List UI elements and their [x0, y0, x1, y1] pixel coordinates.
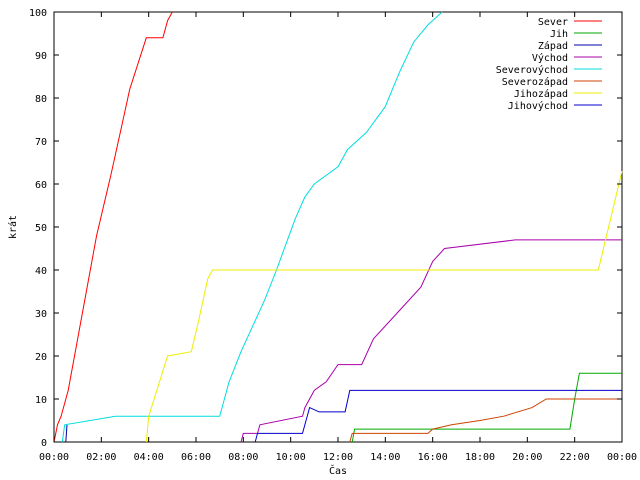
- legend-label: Jihovýchod: [508, 100, 568, 112]
- series-line-6: [349, 398, 622, 443]
- y-tick-label: 40: [35, 266, 47, 277]
- x-tick-label: 00:00: [607, 452, 637, 463]
- y-tick-label: 80: [35, 94, 47, 105]
- series-line-7: [145, 170, 623, 443]
- legend-label: Severozápad: [502, 76, 568, 88]
- x-tick-label: 04:00: [134, 452, 164, 463]
- y-tick-label: 70: [35, 137, 47, 148]
- x-tick-label: 20:00: [512, 452, 542, 463]
- x-tick-label: 16:00: [418, 452, 448, 463]
- x-tick-label: 06:00: [181, 452, 211, 463]
- y-tick-label: 100: [29, 8, 47, 19]
- x-axis-title: Čas: [329, 464, 347, 477]
- y-axis-title: krát: [7, 215, 19, 239]
- legend: SeverJihZápadVýchodSeverovýchodSeverozáp…: [496, 17, 602, 112]
- legend-label: Východ: [532, 52, 568, 64]
- x-tick-label: 14:00: [370, 452, 400, 463]
- series-line-5: [61, 11, 443, 443]
- x-tick-label: 02:00: [86, 452, 116, 463]
- series-line-8: [254, 389, 622, 443]
- y-tick-label: 30: [35, 309, 47, 320]
- x-tick-label: 18:00: [465, 452, 495, 463]
- x-tick-label: 12:00: [323, 452, 353, 463]
- y-tick-label: 20: [35, 352, 47, 363]
- legend-label: Sever: [538, 17, 568, 28]
- x-tick-label: 00:00: [39, 452, 69, 463]
- series-layer: [53, 11, 623, 443]
- x-tick-label: 22:00: [560, 452, 590, 463]
- ticks-layer: 00:00 02:00 04:00 06:00 08:00 10:00 12:00 14:00…: [29, 8, 637, 463]
- x-tick-label: 08:00: [228, 452, 258, 463]
- series-line-2: [351, 372, 622, 443]
- series-line-1: [53, 11, 173, 443]
- series-line-4: [240, 239, 622, 443]
- y-tick-label: 10: [35, 395, 47, 406]
- legend-label: Jihozápad: [514, 88, 568, 100]
- series-line-3: [65, 424, 68, 443]
- y-tick-label: 0: [41, 438, 47, 449]
- y-tick-label: 60: [35, 180, 47, 191]
- legend-label: Jih: [550, 29, 568, 40]
- y-tick-label: 50: [35, 223, 47, 234]
- legend-label: Severovýchod: [496, 64, 568, 76]
- x-tick-label: 10:00: [276, 452, 306, 463]
- legend-label: Západ: [538, 40, 568, 52]
- y-tick-label: 90: [35, 51, 47, 62]
